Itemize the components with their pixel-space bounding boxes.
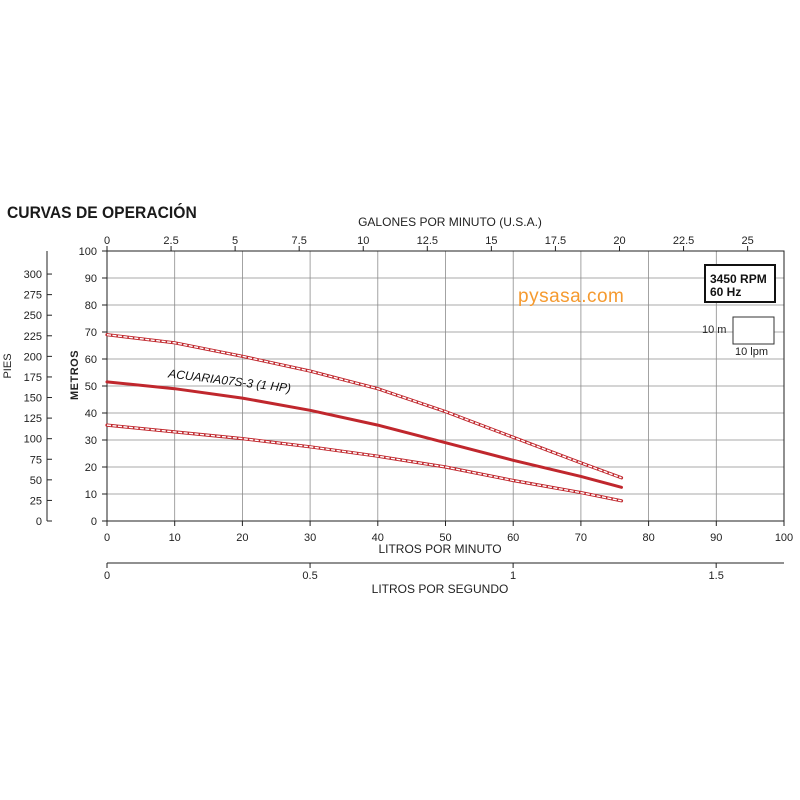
x-tick-label: 40	[372, 532, 384, 544]
x-tick-label: 80	[642, 532, 654, 544]
x-tick-label: 20	[236, 532, 248, 544]
y-tick-label: 60	[85, 354, 97, 366]
x-top-tick-label: 22.5	[673, 235, 694, 247]
scale-key-box	[732, 316, 775, 345]
y-feet-tick-label: 125	[24, 413, 42, 425]
x-tick-label: 90	[710, 532, 722, 544]
y-tick-label: 0	[91, 516, 97, 528]
x-top-tick-label: 5	[232, 235, 238, 247]
scale-key-vertical: 10 m	[702, 324, 726, 336]
tolerance-band-inner-lower-limit	[106, 424, 622, 502]
y-tick-label: 80	[85, 300, 97, 312]
x-tick-label: 100	[775, 532, 793, 544]
x-lps-tick-label: 1	[510, 570, 516, 582]
x-top-tick-label: 20	[613, 235, 625, 247]
y-tick-label: 30	[85, 435, 97, 447]
tolerance-band-upper-limit	[105, 333, 624, 480]
y-tick-label: 10	[85, 489, 97, 501]
rating-hz: 60 Hz	[710, 285, 741, 299]
x-top-axis-label: GALONES POR MINUTO (U.S.A.)	[358, 215, 542, 229]
y-feet-tick-label: 175	[24, 372, 42, 384]
y-feet-tick-label: 300	[24, 269, 42, 281]
x-top-tick-label: 17.5	[545, 235, 566, 247]
rating-rpm: 3450 RPM	[710, 272, 767, 286]
y-tick-label: 70	[85, 327, 97, 339]
x-top-tick-label: 15	[485, 235, 497, 247]
x-tick-label: 30	[304, 532, 316, 544]
x-lps-axis-label: LITROS POR SEGUNDO	[372, 582, 509, 596]
tolerance-band-inner-upper-limit	[106, 334, 622, 479]
y-tick-label: 20	[85, 462, 97, 474]
y-tick-label: 90	[85, 273, 97, 285]
x-tick-label: 0	[104, 532, 110, 544]
x-top-tick-label: 7.5	[292, 235, 307, 247]
scale-key-horizontal: 10 lpm	[735, 346, 768, 358]
y-feet-tick-label: 225	[24, 331, 42, 343]
y-feet-tick-label: 275	[24, 290, 42, 302]
x-top-tick-label: 2.5	[163, 235, 178, 247]
x-lps-tick-label: 1.5	[709, 570, 724, 582]
y-feet-tick-label: 50	[30, 475, 42, 487]
y-feet-tick-label: 75	[30, 454, 42, 466]
x-top-tick-label: 25	[741, 235, 753, 247]
x-tick-label: 50	[439, 532, 451, 544]
x-tick-label: 70	[575, 532, 587, 544]
watermark: pysasa.com	[518, 286, 624, 307]
x-top-tick-label: 0	[104, 235, 110, 247]
y-feet-tick-label: 200	[24, 351, 42, 363]
y-feet-tick-label: 25	[30, 495, 42, 507]
y-axis-label-pies: PIES	[2, 353, 14, 378]
x-lps-tick-label: 0.5	[302, 570, 317, 582]
pump-curve-line	[105, 380, 623, 489]
y-feet-tick-label: 250	[24, 310, 42, 322]
chart-title: CURVAS DE OPERACIÓN	[7, 203, 197, 222]
x-tick-label: 10	[169, 532, 181, 544]
y-tick-label: 40	[85, 408, 97, 420]
x-tick-label: 60	[507, 532, 519, 544]
y-tick-label: 50	[85, 381, 97, 393]
y-feet-tick-label: 150	[24, 393, 42, 405]
y-feet-tick-label: 0	[36, 516, 42, 528]
y-axis-label-metros: METROS	[69, 350, 81, 400]
x-top-tick-label: 10	[357, 235, 369, 247]
tolerance-band-lower-limit	[105, 423, 624, 503]
x-axis-label: LITROS POR MINUTO	[378, 542, 501, 556]
rating-box	[704, 264, 776, 303]
y-tick-label: 100	[79, 246, 97, 258]
x-top-tick-label: 12.5	[417, 235, 438, 247]
x-lps-tick-label: 0	[104, 570, 110, 582]
y-feet-tick-label: 100	[24, 434, 42, 446]
